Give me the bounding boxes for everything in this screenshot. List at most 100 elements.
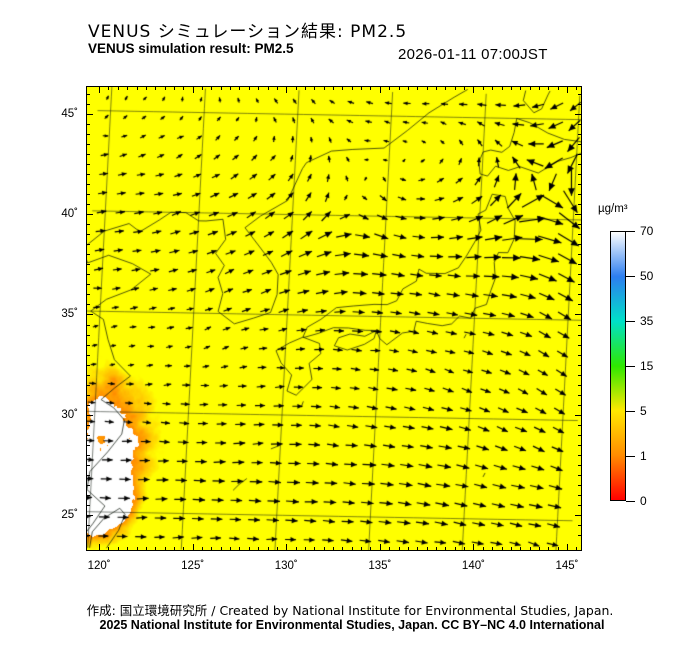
y-tick-right [575,114,582,116]
y-tick [86,234,90,236]
x-tick-top [127,86,129,90]
y-tick [86,474,90,476]
y-tick-right [578,364,582,366]
y-tick-right [578,534,582,536]
y-tick-right [578,354,582,356]
y-tick [86,154,90,156]
y-tick [86,464,90,466]
x-tick-top [351,86,353,90]
x-tick [557,547,559,551]
y-tick-right [575,514,582,516]
colorbar-tick-label: 1 [640,449,647,463]
x-tick-top [333,86,335,90]
x-tick-top [538,86,540,90]
x-tick-top [155,86,157,90]
y-tick-right [575,214,582,216]
x-tick-top [557,86,559,90]
y-tick-right [578,244,582,246]
x-tick [333,547,335,551]
x-tick [510,547,512,551]
x-tick-top [248,86,250,90]
x-tick-top [473,86,475,93]
y-tick-right [578,94,582,96]
y-tick [86,514,93,516]
y-tick-right [578,104,582,106]
x-tick [436,547,437,551]
y-tick [86,254,90,256]
x-tick [538,547,540,551]
x-tick-top [230,86,232,90]
x-tick [304,547,306,551]
y-tick-right [578,284,582,286]
y-tick-right [578,374,582,376]
y-tick [86,324,90,326]
y-tick [86,204,90,206]
y-tick [86,194,90,196]
simulation-datetime: 2026-01-11 07:00JST [398,46,548,63]
y-tick-right [578,524,582,526]
y-tick [86,494,90,496]
x-axis-tick-label: 135˚ [368,560,392,572]
y-tick [86,284,90,286]
y-tick-right [578,404,582,406]
x-tick [323,547,325,551]
x-tick [361,547,363,551]
x-tick-top [361,86,363,90]
y-tick-right [578,304,582,306]
x-axis-tick-label: 130˚ [274,560,298,572]
x-tick-top [145,86,147,90]
x-tick [492,547,494,551]
x-tick-top [211,86,213,90]
x-tick [445,547,447,551]
y-axis-tick-label: 35˚ [61,308,78,321]
y-tick [86,174,90,176]
y-tick-right [578,154,582,156]
x-tick-top [117,86,119,90]
y-tick [86,534,90,536]
x-tick [342,547,344,551]
colorbar-tick-label: 70 [640,224,654,238]
y-tick-right [578,164,582,166]
y-axis-tick-label: 40˚ [61,208,78,221]
y-tick-right [578,124,582,126]
y-tick [86,94,90,96]
y-tick [86,374,90,376]
y-tick-right [578,474,582,476]
x-tick-top [567,86,569,93]
x-tick-top [510,86,512,90]
y-tick [86,164,90,166]
y-tick-right [578,324,582,326]
x-tick [99,544,101,551]
x-tick [286,544,288,551]
y-tick-right [578,274,582,276]
y-axis-tick-label: 25˚ [61,508,78,521]
x-tick-top [108,86,110,90]
x-tick [548,547,550,551]
x-tick-top [389,86,391,90]
x-tick [389,547,391,551]
y-tick [86,314,93,316]
x-axis-tick-label: 145˚ [555,560,579,572]
y-tick-right [578,444,582,446]
y-tick [86,134,90,136]
x-tick [164,547,166,551]
y-tick [86,304,90,306]
y-tick-right [578,144,582,146]
x-tick [183,547,185,551]
y-tick [86,184,90,186]
colorbar-tick [626,366,635,368]
colorbar-tick-label: 0 [640,494,647,508]
y-tick-right [578,464,582,466]
y-tick-right [575,314,582,316]
x-tick-top [258,86,260,90]
x-tick-top [286,86,288,93]
x-tick [267,547,269,551]
credit-line-japanese: 作成: 国立環境研究所 / Created by National Instit… [86,603,614,618]
x-tick [173,547,175,551]
x-tick [379,544,381,551]
x-tick-top [183,86,185,90]
x-tick-top [398,86,400,90]
x-tick [567,544,569,551]
x-tick [230,547,232,551]
